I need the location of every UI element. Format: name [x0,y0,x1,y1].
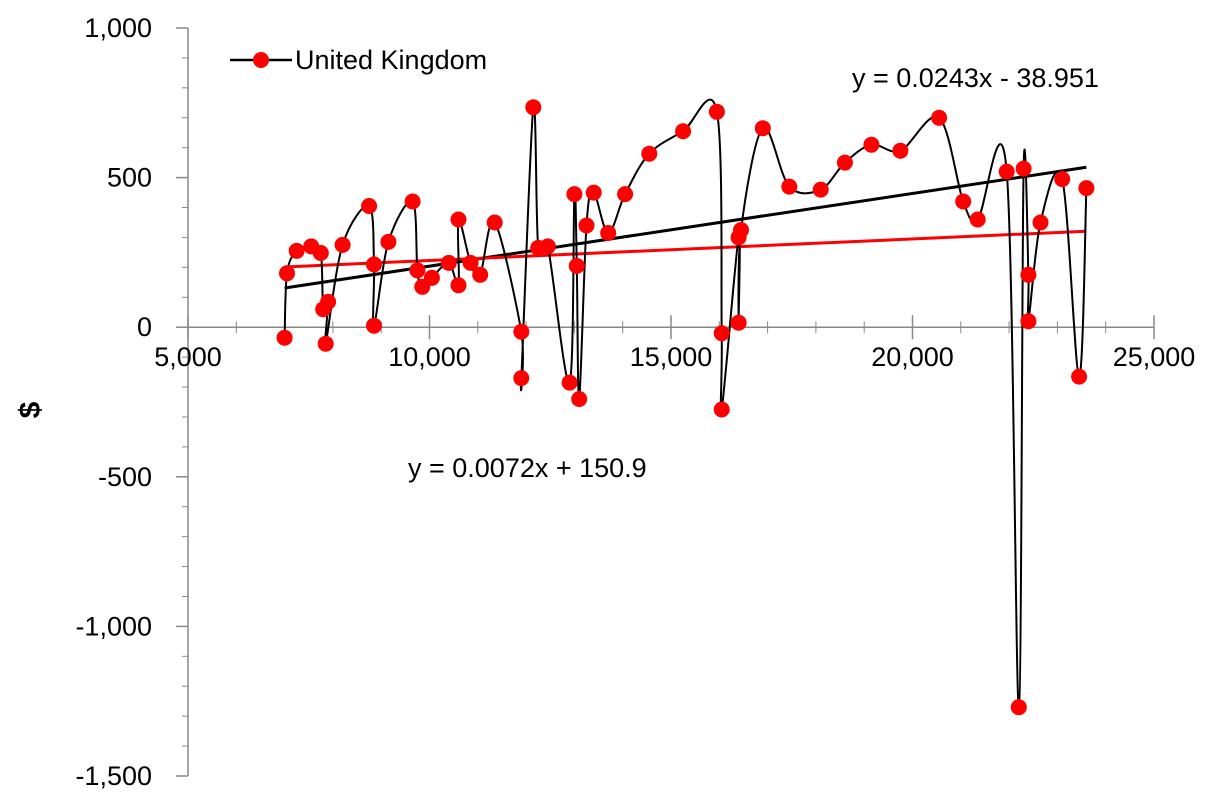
data-point [675,123,692,140]
y-axis-label: $ [14,401,47,418]
legend: United Kingdom [230,45,487,75]
data-point [812,181,829,198]
x-tick-label: 5,000 [154,342,222,372]
y-tick-label: -1,000 [75,611,152,641]
data-point [320,293,337,310]
data-point [472,266,489,283]
data-point [863,136,880,153]
trendlines [284,165,1087,290]
data-point [892,142,909,159]
data-point [513,370,530,387]
data-point [754,120,771,137]
x-tick-label: 15,000 [630,342,713,372]
data-point [312,245,329,261]
data-point [380,233,397,250]
data-point [708,103,725,120]
data-point [733,222,749,238]
data-point [568,257,585,274]
data-point [585,184,602,201]
data-point [440,254,457,271]
x-tick-label: 20,000 [871,342,954,372]
y-tick-label: 1,000 [84,13,152,43]
y-tick-label: 0 [137,312,152,342]
data-point [1078,180,1095,197]
data-point [578,217,595,234]
x-tick-label: 10,000 [388,342,471,372]
data-point [450,211,467,228]
data-point [1015,160,1032,177]
trendline-1 [284,229,1087,269]
trendline-equation-red: y = 0.0072x + 150.9 [408,453,647,483]
y-tick-label: -1,500 [75,761,152,791]
data-point [1020,313,1037,330]
data-point [617,186,634,203]
trendline-equation-black: y = 0.0243x - 38.951 [852,63,1099,93]
x-tick-label: 25,000 [1113,342,1196,372]
data-point [566,186,583,203]
data-point [571,391,588,407]
legend-marker [253,52,269,68]
series-points [276,99,1095,716]
data-point [561,374,578,391]
data-point [361,198,378,214]
y-tick-label: -500 [98,462,152,492]
data-point [713,401,730,418]
data-point [955,193,972,210]
data-point [539,238,556,255]
data-point [969,211,986,228]
data-point [931,109,948,126]
data-point [450,277,467,294]
trendline-0 [284,165,1087,290]
data-point [1010,699,1027,716]
data-point [279,265,295,282]
data-point [317,335,334,352]
data-point [288,242,305,259]
data-point [998,163,1015,180]
data-point [334,236,351,253]
data-point [366,256,382,273]
data-point [462,254,479,271]
data-point [404,193,421,210]
legend-label: United Kingdom [295,45,487,75]
data-point [486,214,503,231]
y-tick-label: 500 [107,163,152,193]
data-point [1054,171,1071,188]
data-point [836,154,853,171]
data-point [600,225,617,241]
axes: -1,500 -1,000 -500 0 500 1,000 5,000 10,000 15,0… [75,13,1195,791]
data-point [730,314,747,331]
data-point [525,99,542,116]
series-connector [283,98,1088,709]
data-point [641,145,658,162]
data-point [781,178,798,195]
data-point [423,269,440,286]
data-point [276,329,293,346]
data-point [513,323,530,340]
data-point [409,262,426,279]
series-line [283,98,1088,709]
data-point [1032,214,1049,231]
data-point [713,325,730,342]
data-point [1020,266,1037,283]
data-point [1071,368,1088,385]
data-point [366,317,382,334]
